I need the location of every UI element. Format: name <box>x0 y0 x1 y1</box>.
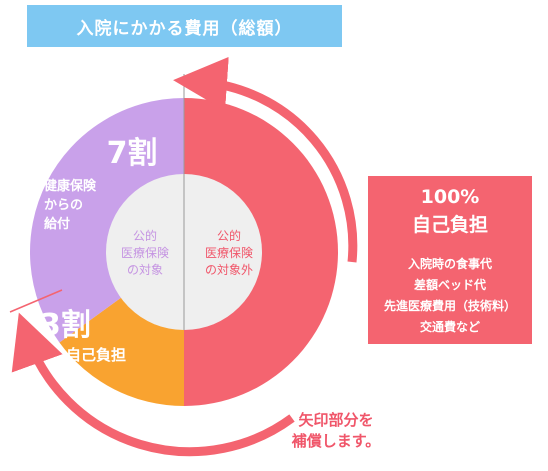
uncovered-label: 自己負担 <box>411 214 488 236</box>
boundary-tick <box>9 289 63 313</box>
self-pay-label: 自己負担 <box>66 346 127 364</box>
note-line: 矢印部分を <box>298 411 374 429</box>
title-banner: 入院にかかる費用（総額） <box>27 5 342 47</box>
uncovered-item: 交通費など <box>419 320 480 334</box>
uncovered-item: 入院時の食事代 <box>407 257 492 271</box>
inner-label-covered: 公的 医療保険 の対象 <box>110 228 180 279</box>
uncovered-item: 先進医療費用（技術料） <box>383 299 516 313</box>
uncovered-items: 入院時の食事代 差額ベッド代 先進医療費用（技術料） 交通費など <box>368 254 532 338</box>
coverage-arrow-top <box>173 56 358 263</box>
covered-label-line: 給付 <box>44 217 71 232</box>
inner-label-line: 公的 <box>132 229 157 243</box>
coverage-note: 矢印部分を 補償します。 <box>266 410 406 452</box>
uncovered-percent: 100% <box>420 186 480 208</box>
inner-label-line: 公的 <box>216 229 241 243</box>
inner-label-line: 医療保険 <box>204 246 253 260</box>
inner-label-line: 医療保険 <box>120 246 169 260</box>
covered-label: 健康保険 からの 給付 <box>44 177 114 234</box>
inner-label-uncovered: 公的 医療保険 の対象外 <box>184 228 274 279</box>
wedge-covered <box>30 97 185 343</box>
covered-label-line: 健康保険 <box>44 179 97 194</box>
inner-label-line: の対象 <box>126 263 163 277</box>
note-line: 補償します。 <box>291 432 381 450</box>
self-pay-percent: 3割 <box>40 308 91 343</box>
uncovered-cost-box: 100% 自己負担 入院時の食事代 差額ベッド代 先進医療費用（技術料） 交通費… <box>368 176 532 344</box>
page-title: 入院にかかる費用（総額） <box>76 18 293 39</box>
covered-percent: 7割 <box>106 136 158 171</box>
inner-label-line: の対象外 <box>204 263 253 277</box>
coverage-arrow-bottom <box>11 312 295 457</box>
covered-label-line: からの <box>44 198 84 213</box>
uncovered-item: 差額ベッド代 <box>413 278 486 292</box>
